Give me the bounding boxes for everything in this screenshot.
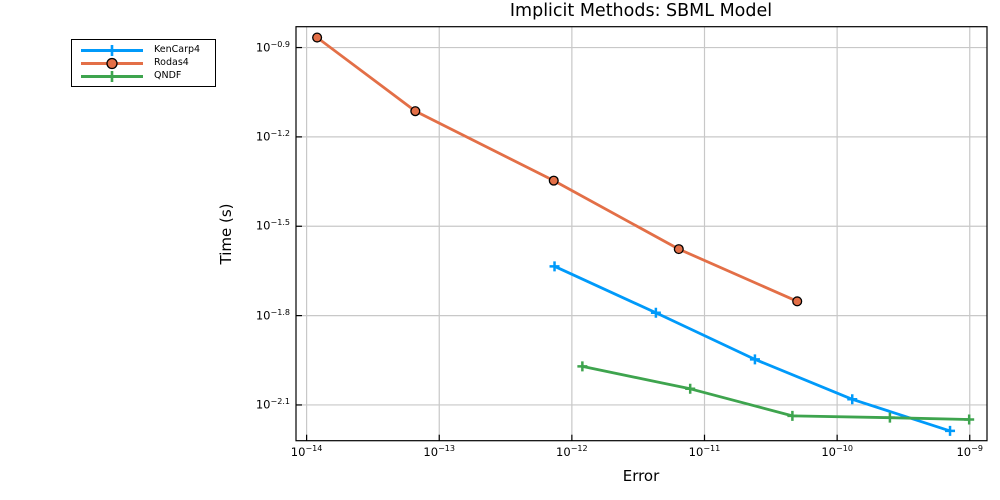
x-tick-label: 10−11 bbox=[688, 444, 721, 459]
y-tick-label: 10−2.1 bbox=[255, 396, 290, 412]
data-point-kencarp4 bbox=[749, 354, 760, 365]
x-tick-label: 10−14 bbox=[290, 444, 323, 459]
data-point-qndf bbox=[787, 410, 798, 421]
x-axis-label: Error bbox=[622, 467, 660, 485]
data-point-rodas4 bbox=[312, 32, 323, 43]
data-point-kencarp4 bbox=[847, 394, 858, 405]
legend-label: Rodas4 bbox=[154, 57, 189, 69]
legend: KenCarp4 Rodas4 QNDF bbox=[71, 39, 216, 87]
data-point-rodas4 bbox=[548, 175, 559, 186]
data-point-qndf bbox=[685, 383, 696, 394]
data-point-rodas4 bbox=[792, 296, 803, 307]
data-point-kencarp4 bbox=[549, 261, 560, 272]
data-point-rodas4 bbox=[106, 57, 118, 69]
y-tick-label: 10−1.5 bbox=[255, 218, 290, 233]
x-tick-label: 10−13 bbox=[423, 444, 456, 459]
data-point-rodas4 bbox=[410, 106, 421, 117]
legend-line-sample-icon bbox=[81, 70, 143, 82]
legend-line-sample-icon bbox=[81, 44, 143, 56]
series-line-rodas4 bbox=[315, 36, 799, 303]
data-point-qndf bbox=[106, 70, 118, 82]
axis-frame bbox=[295, 26, 988, 442]
data-point-rodas4 bbox=[673, 244, 684, 255]
chart-title: Implicit Methods: SBML Model bbox=[509, 1, 773, 21]
x-tick-label: 10−10 bbox=[821, 444, 853, 459]
data-point-kencarp4 bbox=[106, 44, 118, 56]
legend-label: KenCarp4 bbox=[154, 44, 201, 56]
y-tick-label: 10−1.2 bbox=[255, 128, 290, 144]
legend-item-kencarp4: KenCarp4 bbox=[79, 44, 209, 57]
legend-item-rodas4: Rodas4 bbox=[79, 57, 209, 70]
data-point-qndf bbox=[577, 361, 588, 372]
y-tick-label: 10−0.9 bbox=[255, 39, 290, 55]
data-point-kencarp4 bbox=[650, 307, 661, 318]
data-point-kencarp4 bbox=[945, 425, 956, 436]
legend-line-sample-icon bbox=[81, 57, 143, 69]
y-tick-label: 10−1.8 bbox=[255, 307, 290, 323]
legend-item-qndf: QNDF bbox=[79, 70, 209, 83]
data-point-qndf bbox=[884, 412, 895, 423]
data-point-qndf bbox=[964, 414, 975, 425]
x-tick-label: 10−9 bbox=[956, 444, 984, 459]
legend-label: QNDF bbox=[154, 70, 182, 82]
x-tick-label: 10−12 bbox=[556, 444, 588, 459]
series-line-qndf bbox=[580, 365, 971, 421]
